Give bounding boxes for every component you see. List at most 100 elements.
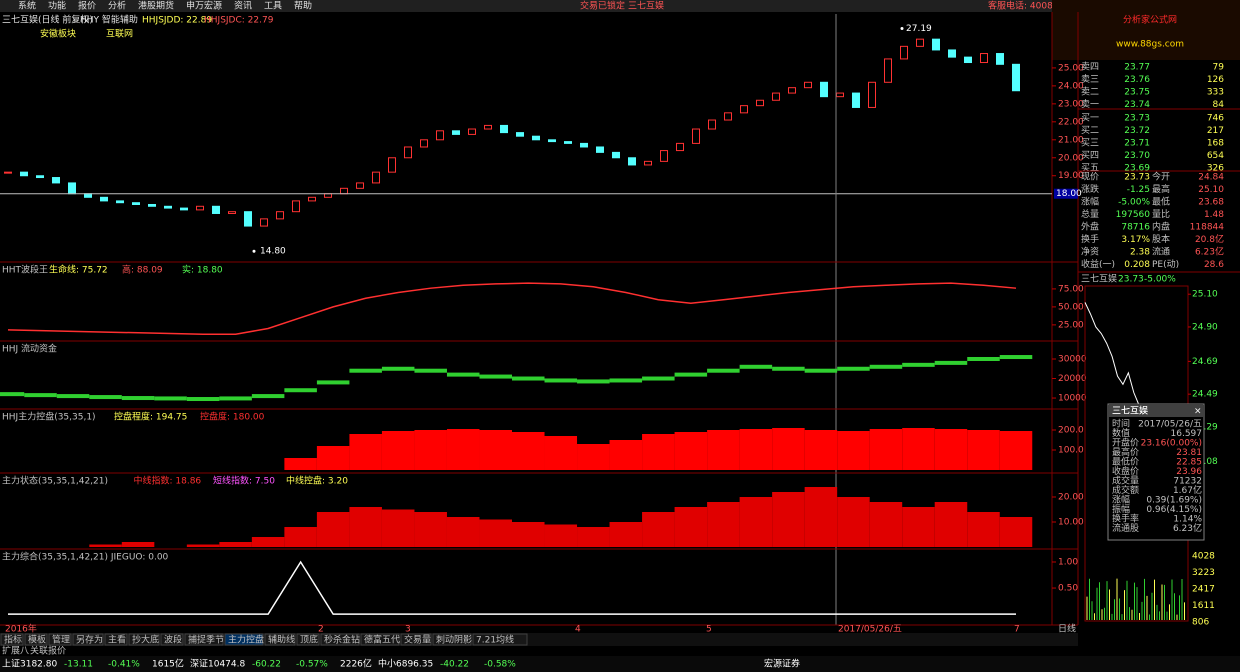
candle xyxy=(820,81,828,98)
popup-close[interactable]: × xyxy=(1194,407,1202,417)
popup-header xyxy=(1109,405,1203,417)
bar xyxy=(284,458,317,470)
bar xyxy=(479,519,512,547)
y-tick-label: 50.00 xyxy=(1058,302,1084,312)
book-price: 23.76 xyxy=(1124,75,1150,85)
tab[interactable]: 波段 xyxy=(164,634,182,646)
popup-value: 0.39(1.69%) xyxy=(1146,496,1202,506)
stat-label: 今开 xyxy=(1152,171,1170,183)
bar xyxy=(674,507,708,547)
bar xyxy=(512,522,545,547)
book-price: 23.71 xyxy=(1124,139,1150,149)
menu-item[interactable]: 分析 xyxy=(108,0,126,12)
sub-tab[interactable]: 扩展八 xyxy=(2,645,29,657)
stat-label: 涨跌 xyxy=(1081,184,1099,195)
tab-bg xyxy=(48,633,72,646)
bar xyxy=(316,446,350,470)
candle xyxy=(644,160,652,166)
popup-value: 23.16(0.00%) xyxy=(1141,439,1202,449)
y-tick-label: 23.00 xyxy=(1058,99,1084,109)
vol-tick: 4028 xyxy=(1192,552,1215,562)
popup-value: 23.96 xyxy=(1176,467,1202,477)
step-bar xyxy=(154,396,187,401)
tab-bg xyxy=(264,633,296,646)
menu-item[interactable]: 帮助 xyxy=(294,0,312,12)
tab[interactable]: 指标 xyxy=(4,634,22,646)
stat-label: 换手 xyxy=(1081,233,1099,245)
popup-value: 22.85 xyxy=(1176,458,1202,468)
candle xyxy=(356,182,364,189)
candle xyxy=(836,92,844,98)
bar xyxy=(186,544,220,547)
menu-item[interactable]: 资讯 xyxy=(234,1,252,12)
menu-item[interactable]: 申万宏源 xyxy=(186,0,222,12)
tab[interactable]: 7.21均线 xyxy=(476,634,514,646)
tab[interactable]: 交易量 xyxy=(404,634,431,646)
tab[interactable]: 刺动阴影 xyxy=(436,635,472,646)
mini-change: -5.00% xyxy=(1144,275,1176,285)
bar xyxy=(739,429,773,470)
bar xyxy=(316,512,350,547)
candle xyxy=(852,92,860,108)
bar xyxy=(902,428,935,470)
panel-legend: HHJ主力控盘(35,35,1) xyxy=(2,411,96,423)
bar xyxy=(804,430,838,470)
menu-item[interactable]: 港股期货 xyxy=(138,0,174,12)
stat-value: -5.00% xyxy=(1118,198,1150,208)
menu-item[interactable]: 报价 xyxy=(78,0,96,12)
mini-tick: 24.69 xyxy=(1192,357,1218,367)
bar xyxy=(967,430,1000,470)
tab[interactable]: 主看 xyxy=(108,634,126,646)
step-bar xyxy=(316,380,350,385)
tab[interactable]: 模板 xyxy=(28,634,46,646)
candle xyxy=(948,49,956,58)
status-item: 中小6896.35 xyxy=(378,658,433,670)
sector-tag[interactable]: 互联网 xyxy=(106,29,133,40)
menu-item[interactable]: 工具 xyxy=(264,1,282,12)
stat-label: 收益(一) xyxy=(1081,258,1115,270)
stat-value: 0.208 xyxy=(1124,260,1150,270)
tab[interactable]: 抄大底 xyxy=(132,634,159,646)
stock-tab[interactable]: 三七互娱 xyxy=(628,0,664,12)
tab[interactable]: 辅助线 xyxy=(268,634,295,646)
bar xyxy=(707,502,740,547)
bar xyxy=(381,509,415,547)
book-price: 23.69 xyxy=(1124,164,1150,174)
candle xyxy=(724,112,732,121)
tab[interactable]: 秒杀金钻 xyxy=(324,634,360,646)
candle xyxy=(660,150,668,162)
candle xyxy=(420,139,428,148)
logo-url: www.88gs.com xyxy=(1116,40,1184,50)
period: 日线 xyxy=(1058,623,1076,635)
book-label: 卖二 xyxy=(1081,87,1099,98)
menu-item[interactable]: 功能 xyxy=(48,0,66,12)
y-tick-label: 19.00 xyxy=(1058,171,1084,181)
tab[interactable]: 捕捉季节 xyxy=(188,634,224,646)
bar xyxy=(837,497,870,547)
bar xyxy=(381,431,415,470)
status-item: -0.58% xyxy=(484,660,516,670)
indicator-name: HHY 智能辅助 xyxy=(80,14,138,26)
step-bar xyxy=(479,374,512,379)
legend-entry: HHJSJDC: 22.79 xyxy=(204,16,274,26)
book-price: 23.73 xyxy=(1124,114,1150,124)
candle xyxy=(996,53,1004,65)
tab[interactable]: 德富五代 xyxy=(364,634,400,646)
tab[interactable]: 管理 xyxy=(52,634,70,646)
date-label: 2016年 xyxy=(5,623,37,635)
tab[interactable]: 顶底 xyxy=(300,634,318,646)
sector-tag[interactable]: 安徽板块 xyxy=(40,28,76,40)
tab[interactable]: 另存为 xyxy=(76,634,103,646)
menu-item[interactable]: 系统 xyxy=(18,0,36,12)
panel-legend: 控盘程度: 194.75 xyxy=(114,411,187,423)
stat-value: 2.38 xyxy=(1130,248,1150,258)
bar xyxy=(934,502,968,547)
indicator-line xyxy=(7,282,1017,335)
popup-label: 成交额 xyxy=(1112,484,1139,496)
lock-status: 交易已锁定 xyxy=(580,0,625,12)
sub-tab[interactable]: 关联报价 xyxy=(30,645,66,657)
book-label: 买一 xyxy=(1081,113,1099,124)
tab[interactable]: 主力控盘 xyxy=(228,634,264,646)
candle xyxy=(196,205,204,211)
